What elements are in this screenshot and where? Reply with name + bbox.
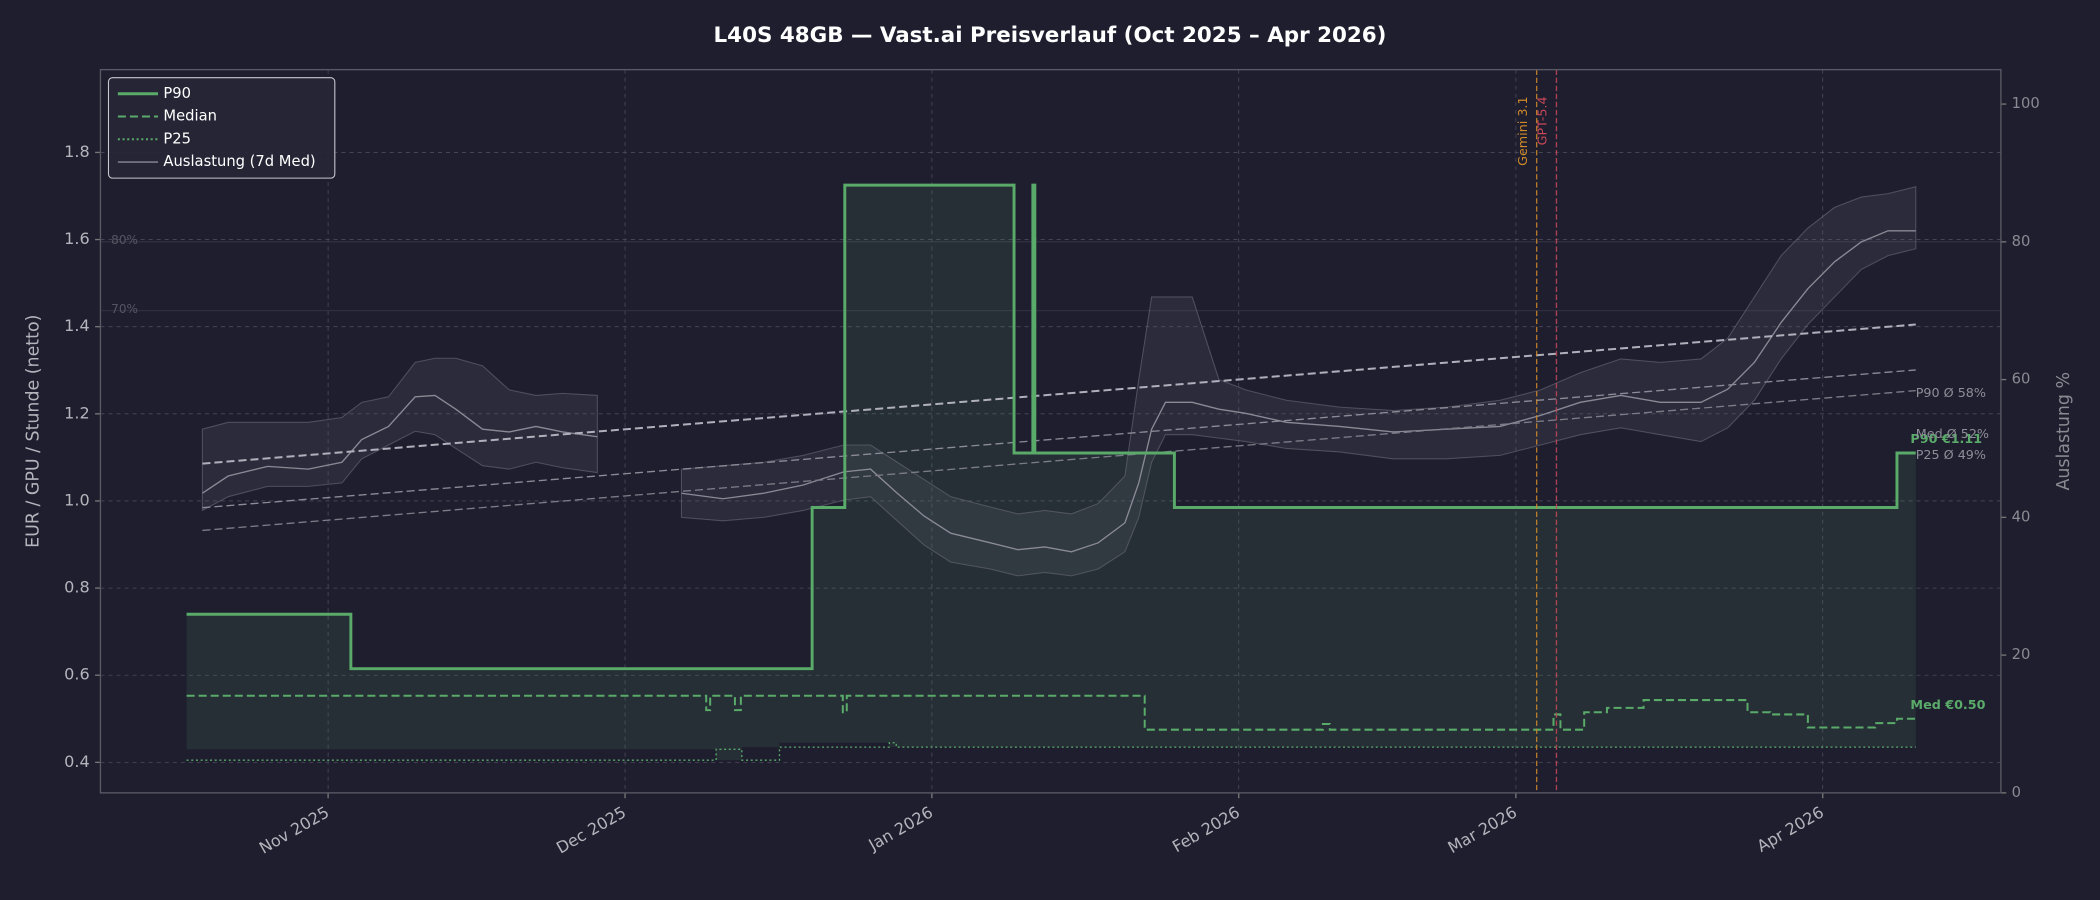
plot-frame <box>99 68 2002 794</box>
legend-box <box>107 77 336 179</box>
band <box>680 186 1917 577</box>
price-line <box>186 694 1916 731</box>
band <box>201 357 598 512</box>
utilization-line <box>202 230 1916 553</box>
trend-line <box>202 323 1916 465</box>
y2-tick-label: 20 <box>2012 646 2031 663</box>
y2-tick-label: 0 <box>2012 784 2021 801</box>
legend-label: Median <box>163 108 217 125</box>
event-label: GPT-5.4 <box>1535 96 1550 145</box>
y-tick-label: 0.8 <box>64 578 90 597</box>
legend: P90 Median P25 Auslastung (7d Med) <box>107 77 336 179</box>
y-tick-label: 0.4 <box>64 752 90 771</box>
y-tick-label: 1.2 <box>64 403 90 422</box>
trend-label: P90 Ø 58% <box>1916 385 1986 400</box>
reference-label: 70% <box>111 302 138 316</box>
y2-tick-label: 60 <box>2012 371 2031 388</box>
trend-line <box>202 369 1916 509</box>
y-tick-label: 1.8 <box>64 142 90 161</box>
event-label: Gemini 3.1 <box>1515 96 1530 165</box>
y-axis-label: EUR / GPU / Stunde (netto) <box>23 315 43 548</box>
reference-label: 80% <box>111 233 138 247</box>
legend-label: P90 <box>163 85 191 102</box>
trend-label: P25 Ø 49% <box>1916 447 1986 462</box>
y-tick-label: 0.6 <box>64 665 90 684</box>
y2-tick-label: 40 <box>2012 508 2031 525</box>
trend-line <box>202 389 1916 532</box>
y-tick-label: 1.6 <box>64 229 90 248</box>
legend-label: P25 <box>163 130 191 147</box>
y-tick-label: 1.0 <box>64 490 90 509</box>
price-line <box>186 183 1916 671</box>
end-label: P90 €1.11 <box>1910 431 1982 446</box>
plot-layer <box>100 69 2001 793</box>
trend-label: Med Ø 52% <box>1916 426 1989 441</box>
y2-tick-label: 80 <box>2012 233 2031 250</box>
y2-axis-label: Auslastung % <box>2054 372 2074 491</box>
legend-label: Auslastung (7d Med) <box>163 153 315 170</box>
area-fill <box>186 185 1916 761</box>
y2-tick-label: 100 <box>2012 95 2040 112</box>
end-label: Med €0.50 <box>1910 697 1985 712</box>
chart-title: L40S 48GB — Vast.ai Preisverlauf (Oct 20… <box>714 23 1387 48</box>
y-tick-label: 1.4 <box>64 316 90 335</box>
